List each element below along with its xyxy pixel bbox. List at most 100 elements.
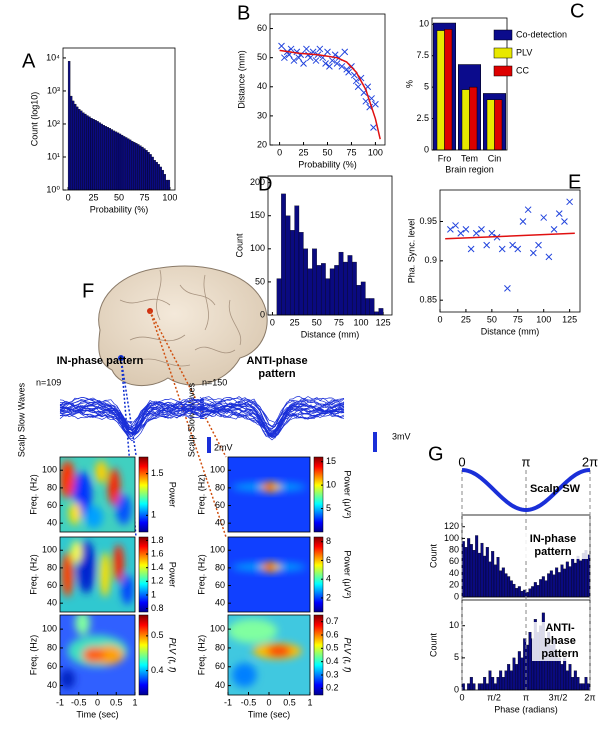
colorbar-label: Power [168,482,178,508]
scale-label: 3mV [392,431,411,441]
point [514,245,522,253]
bar [135,143,138,191]
colorbar-tick-label: 0.4 [326,656,339,666]
heatmap-blob [60,669,75,689]
heatmap-blob [116,494,132,525]
heatmap-blob [82,647,105,663]
colorbar-tick-label: 1.2 [151,576,164,586]
heatmap-image [228,615,310,695]
point [535,241,542,249]
y-axis-label: Freq. (Hz) [196,554,206,595]
bar [80,110,83,191]
x-tick-label: -1 [56,697,64,707]
wave-trace [59,402,205,432]
bar [491,676,495,691]
heatmap-blob [75,615,90,635]
bar [467,683,471,691]
x-tick-label: 50 [114,192,124,202]
y-tick-label: 100 [42,545,57,555]
y-tick-label: 60 [215,580,225,590]
panel-label: A [22,50,36,72]
y-axis-label: Freq. (Hz) [28,554,38,595]
bar [509,670,513,691]
colorbar-tick-label: 5 [326,503,331,513]
point [519,218,527,225]
point [498,245,506,253]
bar [165,179,169,191]
point [555,210,563,217]
y-tick-label: 20 [449,580,459,590]
y-axis-label: Freq. (Hz) [196,474,206,515]
fit-line [279,49,381,140]
y-tick-label: 40 [47,518,57,528]
x-tick-label: 125 [562,314,577,324]
bar [485,683,489,691]
y-tick-label: 60 [215,661,225,671]
bar [307,268,313,316]
x-tick-label: 0.5 [110,697,123,707]
bar [472,549,476,598]
x-axis-label: Phase (radians) [494,704,558,714]
x-tick-label: 25 [89,192,99,202]
y-tick-label: 80 [47,642,57,652]
colorbar-label: Power (μV²) [343,550,353,598]
bar [298,232,304,316]
x-tick-label: 100 [162,192,177,202]
colorbar-tick-label: 1 [151,510,156,520]
scale-bar [373,432,377,452]
point [566,198,573,206]
plot-frame [269,13,386,146]
wave-trace [59,399,205,428]
bar [149,154,152,191]
bar [563,568,567,598]
bar [493,564,497,598]
annotation: ANTI-phase pattern [532,622,588,661]
colorbar-tick-label: 15 [326,456,336,466]
plot-frame [227,456,311,533]
heatmap-blobs [232,561,306,573]
bar [84,113,87,191]
x-axis-label: Time (sec) [76,709,118,719]
point [328,57,336,64]
x-tick-label: 1 [307,697,312,707]
bar [82,112,85,191]
bar [347,255,353,316]
y-tick-label: 80 [47,482,57,492]
y-tick-label: 30 [257,110,267,120]
heatmap-image [60,537,135,612]
heatmap-image [228,537,310,612]
bar [343,261,348,316]
x-tick-label: 0 [459,692,464,702]
bar [581,683,585,691]
y-tick-label: 0.95 [419,216,437,226]
bar [565,561,569,598]
heatmap-blobs [232,481,306,493]
bar [581,552,585,598]
bar [483,676,487,691]
bar [520,657,524,691]
sample-count: n=109 [36,377,61,387]
bar [469,86,478,151]
annotation: IN-phase pattern [518,533,588,559]
bar [289,230,295,316]
colorbar-tick-label: 0.5 [151,630,164,640]
bar [557,572,561,598]
phase-label: 0 [458,454,465,469]
heatmap-blob [60,460,75,499]
bar [536,585,540,598]
brain-illustration [98,265,268,538]
wave-label: Scalp Slow Waves [16,382,26,457]
bar [485,547,489,598]
plot-frame [267,175,393,316]
bar [496,676,500,691]
bar [133,142,136,191]
bar [281,193,286,316]
colorbar [313,614,324,696]
y-axis-label: Freq. (Hz) [196,635,206,676]
colorbar [138,456,149,533]
y-tick-label: 0 [260,309,265,319]
point [345,68,352,76]
heatmap-blob [84,505,103,529]
bar [579,683,583,691]
x-tick-label: 100 [353,317,368,327]
